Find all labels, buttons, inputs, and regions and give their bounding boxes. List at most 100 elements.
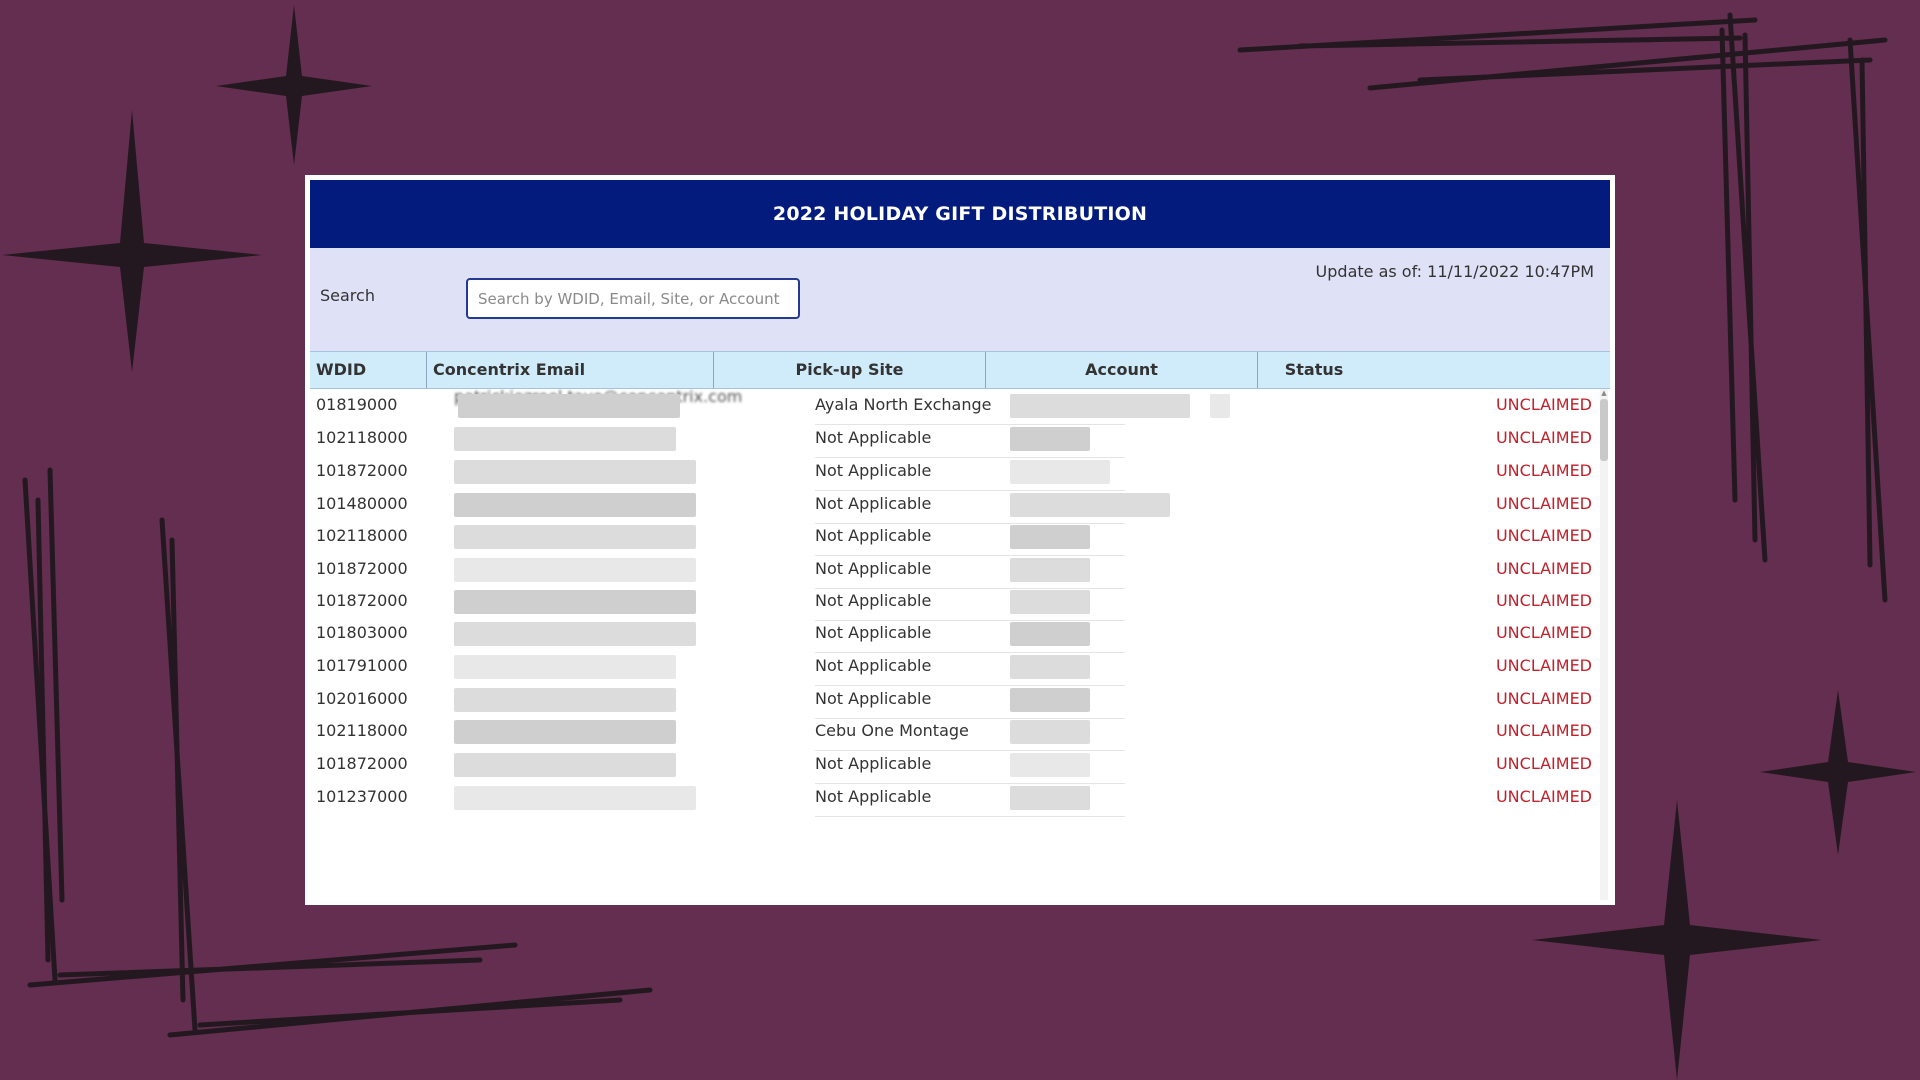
- redacted-email-block: [454, 622, 696, 646]
- status-cell: UNCLAIMED: [1495, 721, 1592, 740]
- wdid-cell: 101872000: [316, 754, 408, 773]
- redacted-email-block: [454, 460, 696, 484]
- pickup-site-cell: Ayala North Exchange: [815, 395, 992, 414]
- row-divider: [815, 490, 1125, 491]
- sparkle-decoration: [1532, 800, 1822, 1080]
- wdid-cell: 101791000: [316, 656, 408, 675]
- status-cell: UNCLAIMED: [1495, 494, 1592, 513]
- sparkle-decoration: [1760, 690, 1916, 855]
- sparkle-decoration: [2, 110, 262, 372]
- table-row[interactable]: 101872000 Not Applicable UNCLAIMED: [310, 451, 1610, 491]
- table-row[interactable]: 101872000 Not Applicable UNCLAIMED: [310, 549, 1610, 589]
- table-row[interactable]: 102118000 Cebu One Montage UNCLAIMED: [310, 711, 1610, 751]
- redacted-email-block: [454, 720, 676, 744]
- table-row[interactable]: 101872000 Not Applicable UNCLAIMED: [310, 744, 1610, 784]
- status-cell: UNCLAIMED: [1495, 591, 1592, 610]
- column-header-email[interactable]: Concentrix Email: [427, 352, 714, 388]
- redacted-account-block: [1010, 622, 1090, 646]
- column-header-account[interactable]: Account: [986, 352, 1258, 388]
- row-divider: [815, 816, 1125, 817]
- row-divider: [815, 620, 1125, 621]
- status-cell: UNCLAIMED: [1495, 559, 1592, 578]
- wdid-cell: 101872000: [316, 591, 408, 610]
- column-header-status[interactable]: Status: [1284, 360, 1344, 379]
- redacted-account-block: [1010, 460, 1110, 484]
- redacted-account-block: [1010, 688, 1090, 712]
- status-cell: UNCLAIMED: [1495, 461, 1592, 480]
- table-row[interactable]: 102016000 Not Applicable UNCLAIMED: [310, 679, 1610, 719]
- row-divider: [815, 783, 1125, 784]
- pickup-site-cell: Not Applicable: [815, 623, 932, 642]
- redacted-account-block: [1010, 493, 1170, 517]
- table-header: WDID Concentrix Email Pick-up Site Accou…: [310, 351, 1610, 389]
- scribble-frame-decoration: [1237, 12, 1888, 603]
- pickup-site-cell: Cebu One Montage: [815, 721, 969, 740]
- table-row[interactable]: 101803000 Not Applicable UNCLAIMED: [310, 613, 1610, 653]
- row-divider: [815, 685, 1125, 686]
- app-title: 2022 HOLIDAY GIFT DISTRIBUTION: [772, 203, 1148, 225]
- pickup-site-cell: Not Applicable: [815, 689, 932, 708]
- status-cell: UNCLAIMED: [1495, 428, 1592, 447]
- row-divider: [815, 555, 1125, 556]
- table-row[interactable]: 101237000 Not Applicable UNCLAIMED: [310, 777, 1610, 817]
- pickup-site-cell: Not Applicable: [815, 428, 932, 447]
- table-row[interactable]: 01819000patrickjezreel.tayo@concentrix.c…: [310, 389, 1610, 425]
- wdid-cell: 102016000: [316, 689, 408, 708]
- pickup-site-cell: Not Applicable: [815, 591, 932, 610]
- search-label: Search: [320, 286, 375, 305]
- wdid-cell: 102118000: [316, 721, 408, 740]
- status-cell: UNCLAIMED: [1495, 689, 1592, 708]
- pickup-site-cell: Not Applicable: [815, 461, 932, 480]
- row-divider: [815, 652, 1125, 653]
- pickup-site-cell: Not Applicable: [815, 656, 932, 675]
- redacted-email-block: [454, 590, 696, 614]
- table-row[interactable]: 101872000 Not Applicable UNCLAIMED: [310, 581, 1610, 621]
- column-header-wdid[interactable]: WDID: [310, 352, 427, 388]
- scribble-frame-decoration: [22, 467, 653, 1038]
- table-row[interactable]: 101480000 Not Applicable UNCLAIMED: [310, 484, 1610, 524]
- scroll-up-arrow-icon[interactable]: ▲: [1601, 389, 1607, 397]
- wdid-cell: 101803000: [316, 623, 408, 642]
- redacted-email-block: [454, 493, 696, 517]
- redacted-account-block: [1010, 558, 1090, 582]
- redacted-account-block: [1010, 720, 1090, 744]
- redacted-email-block: [454, 427, 676, 451]
- table-row[interactable]: 101791000 Not Applicable UNCLAIMED: [310, 646, 1610, 686]
- redacted-account-block: [1010, 427, 1090, 451]
- wdid-cell: 102118000: [316, 428, 408, 447]
- status-cell: UNCLAIMED: [1495, 623, 1592, 642]
- redacted-email-block: [454, 688, 676, 712]
- wdid-cell: 101872000: [316, 461, 408, 480]
- wdid-cell: 101872000: [316, 559, 408, 578]
- table-row[interactable]: 102118000 Not Applicable UNCLAIMED: [310, 516, 1610, 556]
- redacted-account-block: [1010, 525, 1090, 549]
- row-divider: [815, 718, 1125, 719]
- screenshot-card: 2022 HOLIDAY GIFT DISTRIBUTION Search Up…: [305, 175, 1615, 905]
- pickup-site-cell: Not Applicable: [815, 526, 932, 545]
- redacted-account-block: [1010, 753, 1090, 777]
- redacted-email-block: [454, 525, 696, 549]
- pickup-site-cell: Not Applicable: [815, 494, 932, 513]
- redacted-account-block: [1010, 786, 1090, 810]
- table-row[interactable]: 102118000 Not Applicable UNCLAIMED: [310, 418, 1610, 458]
- pickup-site-cell: Not Applicable: [815, 787, 932, 806]
- row-divider: [815, 588, 1125, 589]
- row-divider: [815, 750, 1125, 751]
- redacted-account-block: [1010, 590, 1090, 614]
- search-input[interactable]: [466, 278, 800, 319]
- redacted-email-block: [454, 786, 696, 810]
- status-cell: UNCLAIMED: [1495, 395, 1592, 414]
- wdid-cell: 102118000: [316, 526, 408, 545]
- status-cell: UNCLAIMED: [1495, 526, 1592, 545]
- column-header-site[interactable]: Pick-up Site: [714, 352, 986, 388]
- pickup-site-cell: Not Applicable: [815, 559, 932, 578]
- redacted-account-block: [1010, 394, 1190, 418]
- redacted-account-block: [1210, 394, 1230, 418]
- table-scrollbar[interactable]: ▲ ▼: [1600, 389, 1608, 900]
- redacted-email-block: [458, 394, 680, 418]
- scroll-thumb[interactable]: [1600, 399, 1608, 461]
- row-divider: [815, 523, 1125, 524]
- status-cell: UNCLAIMED: [1495, 656, 1592, 675]
- status-cell: UNCLAIMED: [1495, 754, 1592, 773]
